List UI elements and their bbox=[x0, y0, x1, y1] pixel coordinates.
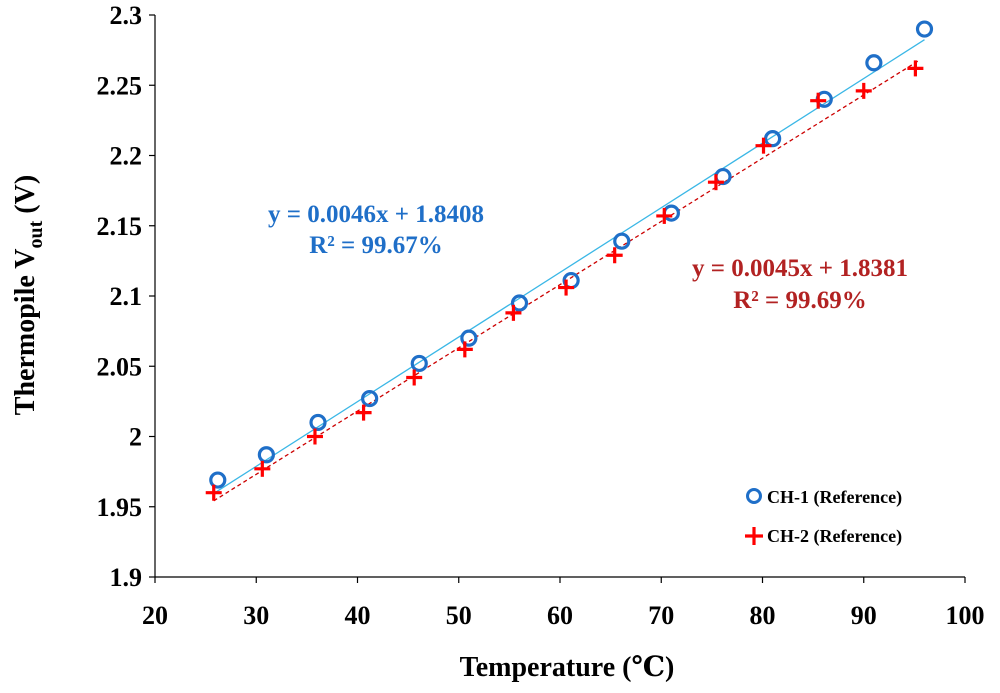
ch2-point bbox=[755, 137, 772, 154]
ch2-equation: y = 0.0045x + 1.8381 bbox=[692, 255, 908, 282]
legend-ch2-label: CH-2 (Reference) bbox=[767, 526, 902, 547]
y-tick-label: 2.3 bbox=[110, 1, 143, 30]
y-axis-title-unit: (V) bbox=[10, 175, 41, 221]
x-tick-label: 40 bbox=[345, 601, 371, 630]
y-tick-label: 2.25 bbox=[97, 71, 143, 100]
y-axis-title: Thermopile Vout (V) bbox=[10, 175, 47, 415]
ch1-point bbox=[915, 20, 934, 38]
ch1-r-squared: R² = 99.67% bbox=[309, 232, 443, 259]
ch2-point bbox=[855, 82, 872, 99]
ch1-point bbox=[662, 204, 680, 222]
x-tick-label: 50 bbox=[446, 601, 472, 630]
y-axis-title-subscript: out bbox=[25, 220, 47, 248]
x-tick-label: 20 bbox=[142, 601, 168, 630]
ch2-point bbox=[254, 460, 271, 477]
y-tick-label: 2.05 bbox=[97, 352, 143, 381]
ch2-point bbox=[707, 174, 724, 191]
ch2-point bbox=[205, 484, 222, 501]
y-axis-title-main: Thermopile V bbox=[10, 248, 41, 415]
y-tick-label: 2.2 bbox=[110, 142, 143, 171]
ch2-point bbox=[456, 341, 473, 358]
ch1-point bbox=[209, 471, 227, 489]
ch1-point bbox=[410, 354, 428, 373]
axes: 20 30 40 50 60 70 80 90 100 1.9 1.95 2 2.05 2.1 2.15 2.… bbox=[97, 1, 985, 630]
y-tick-label: 2.1 bbox=[110, 282, 143, 311]
ch2-point bbox=[355, 404, 372, 421]
ch1-point bbox=[460, 329, 478, 347]
ch1-point bbox=[257, 446, 275, 464]
legend: CH-1 (Reference) CH-2 (Reference) bbox=[745, 487, 902, 547]
x-tick-label: 60 bbox=[547, 601, 573, 630]
ch2-point bbox=[406, 369, 423, 386]
ch2-point bbox=[558, 279, 575, 296]
ch1-point bbox=[613, 232, 631, 250]
legend-ch2-marker bbox=[745, 527, 763, 545]
x-axis-title: Temperature (℃) bbox=[460, 652, 675, 683]
ch2-point bbox=[606, 247, 623, 264]
ch1-point bbox=[764, 130, 782, 148]
x-tick-label: 100 bbox=[946, 601, 985, 630]
x-tick-label: 80 bbox=[750, 601, 776, 630]
ch2-point bbox=[505, 304, 522, 321]
data-points bbox=[205, 20, 934, 501]
ch1-point bbox=[361, 389, 379, 408]
y-tick-label: 2.15 bbox=[97, 212, 143, 241]
ch2-r-squared: R² = 99.69% bbox=[733, 287, 867, 314]
ch1-point bbox=[865, 54, 883, 72]
trendline-ch1 bbox=[213, 39, 925, 494]
x-tick-label: 30 bbox=[243, 601, 269, 630]
x-tick-label: 70 bbox=[648, 601, 674, 630]
ch2-point bbox=[656, 207, 673, 224]
ch2-point bbox=[907, 60, 924, 77]
ch1-equation: y = 0.0046x + 1.8408 bbox=[268, 201, 484, 228]
ch1-point bbox=[309, 413, 327, 432]
y-tick-label: 2 bbox=[129, 423, 142, 452]
ch1-point bbox=[510, 294, 529, 312]
y-tick-label: 1.9 bbox=[110, 563, 143, 592]
ch2-point bbox=[306, 428, 323, 445]
x-tick-label: 90 bbox=[851, 601, 877, 630]
legend-ch1-marker bbox=[746, 488, 762, 504]
legend-ch1-label: CH-1 (Reference) bbox=[767, 487, 902, 508]
ch2-point bbox=[810, 92, 827, 109]
y-tick-label: 1.95 bbox=[97, 493, 143, 522]
